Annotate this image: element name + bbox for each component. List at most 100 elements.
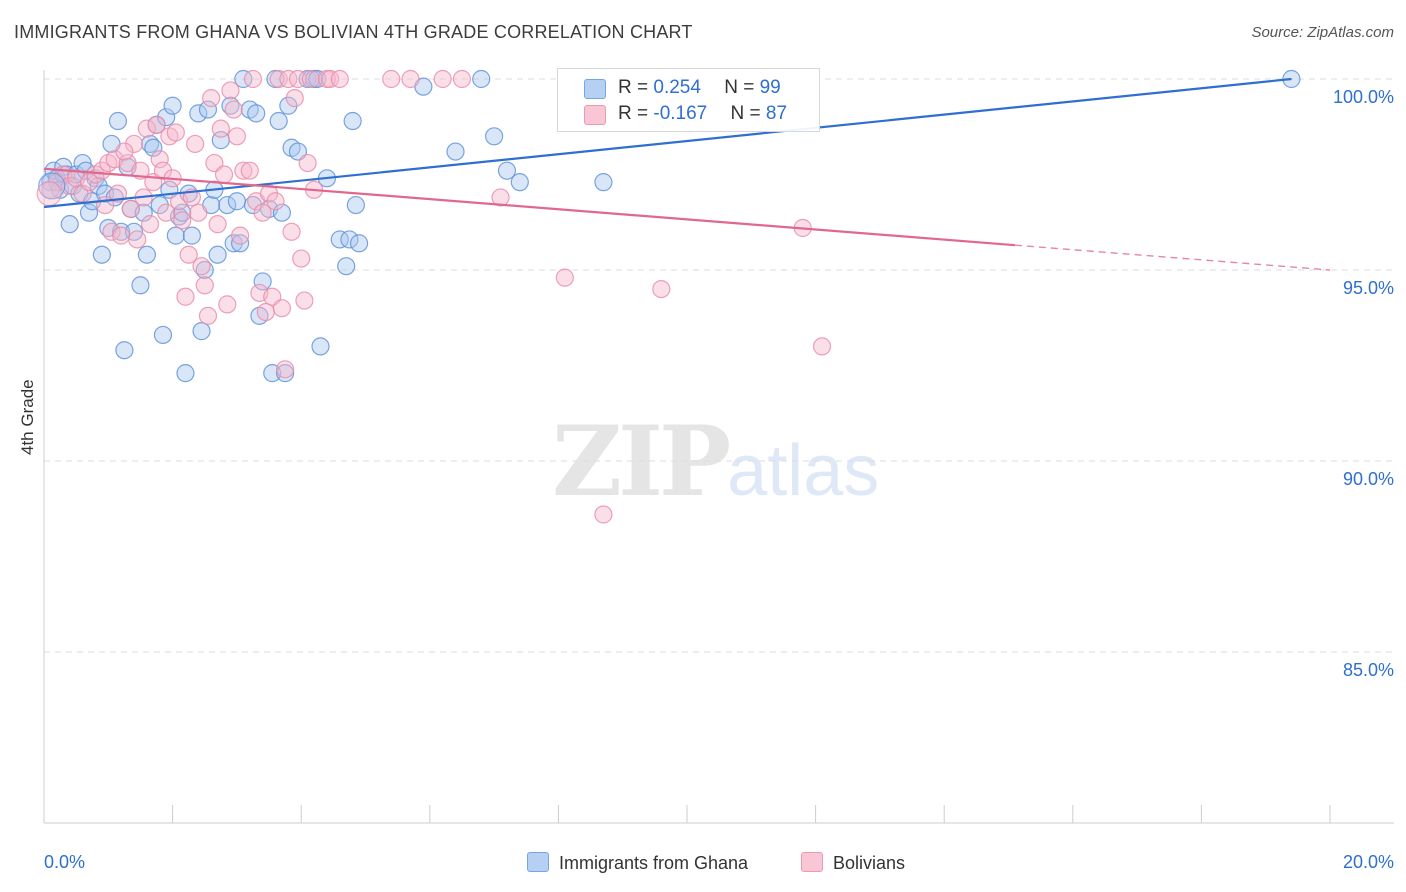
bolivia-point-37 [189,203,208,222]
bolivia-point-66 [285,88,304,108]
ghana-point-44 [189,104,208,123]
bolivia-point-81 [652,280,671,299]
ghana-point-15 [89,176,108,196]
ghana-point-62 [253,272,272,291]
ghana-point-75 [311,337,330,356]
ghana-point-34 [153,325,173,345]
ghana-point-52 [218,195,237,215]
ghana-point-88 [510,173,529,192]
bolivia-point-47 [221,81,240,100]
ghana-point-33 [150,195,169,215]
bolivia-point-84 [401,69,420,89]
bolivia-point-25 [150,150,169,169]
bolivia-point-17 [124,134,144,154]
legend-swatch-ghana [584,79,606,99]
bolivia-point-49 [227,127,246,146]
bolivia-point-78 [491,188,510,207]
bolivia-point-63 [276,360,295,379]
chart-source: Source: ZipAtlas.com [1251,24,1394,41]
bottom-legend-swatch-ghana [527,852,549,872]
ghana-point-77 [330,230,349,249]
bottom-legend-bolivia[interactable]: Bolivians [801,852,905,876]
bolivia-point-70 [298,153,317,173]
ghana-point-6 [60,215,79,234]
bolivia-point-83 [812,337,832,356]
ghana-point-22 [112,222,131,241]
y-tick-label-90: 90.0% [1342,469,1394,489]
bolivia-trend-extension [1014,244,1331,271]
bolivia-point-58 [259,184,279,203]
bolivia-point-74 [321,69,340,89]
bolivia-point-71 [301,69,320,89]
bolivia-point-14 [112,226,131,245]
bolivia-point-60 [266,192,285,211]
ghana-point-50 [208,245,227,264]
bolivia-point-8 [92,161,111,180]
ghana-point-82 [349,234,369,253]
bolivia-trend-line [43,167,1016,247]
stats-legend: R = 0.254 N = 99 R = -0.167 N = 87 [557,68,820,132]
bottom-legend-ghana[interactable]: Immigrants from Ghana [527,852,748,876]
bolivia-point-46 [218,295,237,314]
y-tick-label-95: 95.0% [1342,278,1394,298]
ghana-point-55 [227,192,246,211]
bolivia-point-77 [433,69,452,89]
ghana-point-47 [198,100,218,119]
ghana-point-21 [108,111,128,131]
ghana-point-67 [272,203,292,222]
ghana-point-74 [308,69,327,89]
bolivia-point-57 [256,302,275,322]
bolivia-cluster-point [36,181,62,207]
ghana-point-78 [337,257,356,276]
bolivia-point-32 [173,211,192,230]
bolivia-point-68 [292,249,311,268]
bolivia-point-62 [272,299,292,318]
ghana-point-81 [346,195,365,215]
ghana-point-37 [163,96,182,115]
ghana-point-31 [144,138,163,157]
legend-r-label-bolivia: R = [618,103,654,124]
bottom-legend-swatch-bolivia [801,852,823,872]
chart-title: IMMIGRANTS FROM GHANA VS BOLIVIAN 4TH GR… [14,22,693,42]
ghana-point-85 [472,69,491,89]
ghana-cluster-point [38,172,66,200]
ghana-point-89 [594,173,613,192]
bolivia-point-52 [240,161,259,180]
bolivia-point-50 [231,226,250,245]
ghana-point-23 [115,341,134,360]
ghana-point-56 [231,234,250,253]
y-tick-label-85: 85.0% [1342,660,1394,680]
ghana-point-54 [224,234,243,253]
bolivia-point-85 [452,69,472,89]
ghana-point-45 [192,322,211,341]
ghana-point-16 [92,245,111,264]
bolivia-point-44 [211,119,230,138]
bolivia-point-33 [176,287,195,306]
ghana-point-27 [131,276,150,295]
ghana-point-86 [485,127,504,146]
bolivia-point-76 [382,69,401,89]
bolivia-point-45 [214,165,234,184]
bolivia-point-86 [115,142,134,161]
ghana-point-38 [166,226,185,245]
ghana-point-84 [446,142,465,161]
bolivia-point-61 [269,69,288,89]
bolivia-point-51 [234,161,253,180]
ghana-point-43 [182,226,201,245]
bolivia-point-34 [179,245,198,264]
legend-n-label-bolivia: N = [730,103,766,124]
ghana-point-69 [279,96,298,115]
bolivia-point-80 [594,505,613,524]
legend-r-label-ghana: R = [618,77,654,98]
ghana-point-66 [269,111,288,131]
bolivia-point-79 [555,268,574,287]
bolivia-point-22 [140,215,160,234]
ghana-point-79 [340,230,359,249]
bolivia-point-67 [288,69,308,89]
bolivia-point-30 [166,123,185,142]
bolivia-point-53 [243,69,263,89]
bolivia-point-24 [147,115,166,134]
bolivia-point-36 [186,134,205,154]
bolivia-point-41 [202,88,221,108]
legend-n-value-ghana: 99 [759,77,781,98]
